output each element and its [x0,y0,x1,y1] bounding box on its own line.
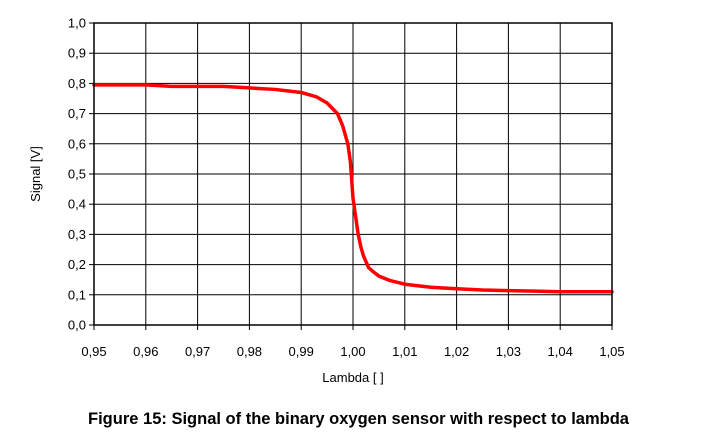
x-tick-label: 1,02 [444,344,469,359]
x-tick-label: 0,99 [289,344,314,359]
x-tick-labels: 0,95 0,96 0,97 0,98 0,99 1,00 1,01 1,02 1,03 1,04… [81,325,625,359]
y-tick-label: 0,8 [68,76,86,91]
x-tick-label: 1,01 [392,344,417,359]
y-tick-label: 1,0 [68,16,86,31]
x-tick-label: 0,97 [185,344,210,359]
x-tick-label: 1,05 [599,344,624,359]
x-tick-label: 0,96 [133,344,158,359]
chart: 0,00,10,20,30,40,50,60,70,80,91,0 0,95 0,… [28,16,625,386]
x-axis-label: Lambda [ ] [322,370,383,385]
series-group [92,83,614,294]
series-line [92,83,614,294]
y-tick-label: 0,3 [68,227,86,242]
figure-caption: Figure 15: Signal of the binary oxygen s… [88,410,629,428]
y-tick-label: 0,1 [68,287,86,302]
y-tick-label: 0,7 [68,106,86,121]
x-tick-label: 1,00 [340,344,365,359]
y-tick-label: 0,4 [68,197,86,212]
y-tick-label: 0,5 [68,167,86,182]
x-tick-label: 1,03 [496,344,521,359]
y-tick-labels: 0,0 0,1 0,2 0,3 0,4 0,5 0,6 0,7 0,8 0,9 1,0 [68,16,94,333]
x-tick-label: 0,95 [81,344,106,359]
y-tick-label: 0,9 [68,46,86,61]
y-axis-label: Signal [V] [28,146,43,202]
x-tick-label: 1,04 [548,344,573,359]
y-tick-label: 0,6 [68,136,86,151]
x-tick-label: 0,98 [237,344,262,359]
y-tick-label: 0,2 [68,257,86,272]
y-tick-label: 0,0 [68,318,86,333]
